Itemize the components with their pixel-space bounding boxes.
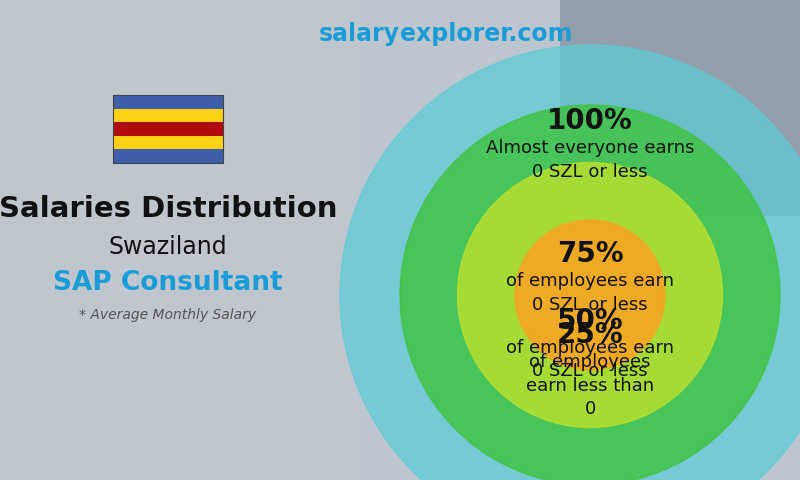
Circle shape <box>340 45 800 480</box>
Text: SAP Consultant: SAP Consultant <box>53 270 283 296</box>
Text: Swaziland: Swaziland <box>109 235 227 259</box>
Circle shape <box>458 163 722 428</box>
Text: explorer.com: explorer.com <box>400 22 572 46</box>
FancyBboxPatch shape <box>113 136 223 149</box>
Text: Salaries Distribution: Salaries Distribution <box>0 195 338 223</box>
Text: of employees earn
0 SZL or less: of employees earn 0 SZL or less <box>506 272 674 314</box>
Circle shape <box>400 105 780 480</box>
FancyBboxPatch shape <box>113 108 223 122</box>
FancyBboxPatch shape <box>113 95 223 108</box>
Circle shape <box>515 220 665 370</box>
FancyBboxPatch shape <box>113 149 223 163</box>
Text: 25%: 25% <box>557 321 623 349</box>
Text: 75%: 75% <box>557 240 623 268</box>
Text: of employees
earn less than
0: of employees earn less than 0 <box>526 353 654 418</box>
Text: salary: salary <box>319 22 400 46</box>
FancyBboxPatch shape <box>0 0 360 480</box>
Text: * Average Monthly Salary: * Average Monthly Salary <box>79 308 257 322</box>
Text: of employees earn
0 SZL or less: of employees earn 0 SZL or less <box>506 339 674 380</box>
Text: Almost everyone earns
0 SZL or less: Almost everyone earns 0 SZL or less <box>486 139 694 180</box>
FancyBboxPatch shape <box>560 0 800 216</box>
Text: 50%: 50% <box>557 307 623 335</box>
Text: 100%: 100% <box>547 107 633 135</box>
FancyBboxPatch shape <box>113 122 223 136</box>
